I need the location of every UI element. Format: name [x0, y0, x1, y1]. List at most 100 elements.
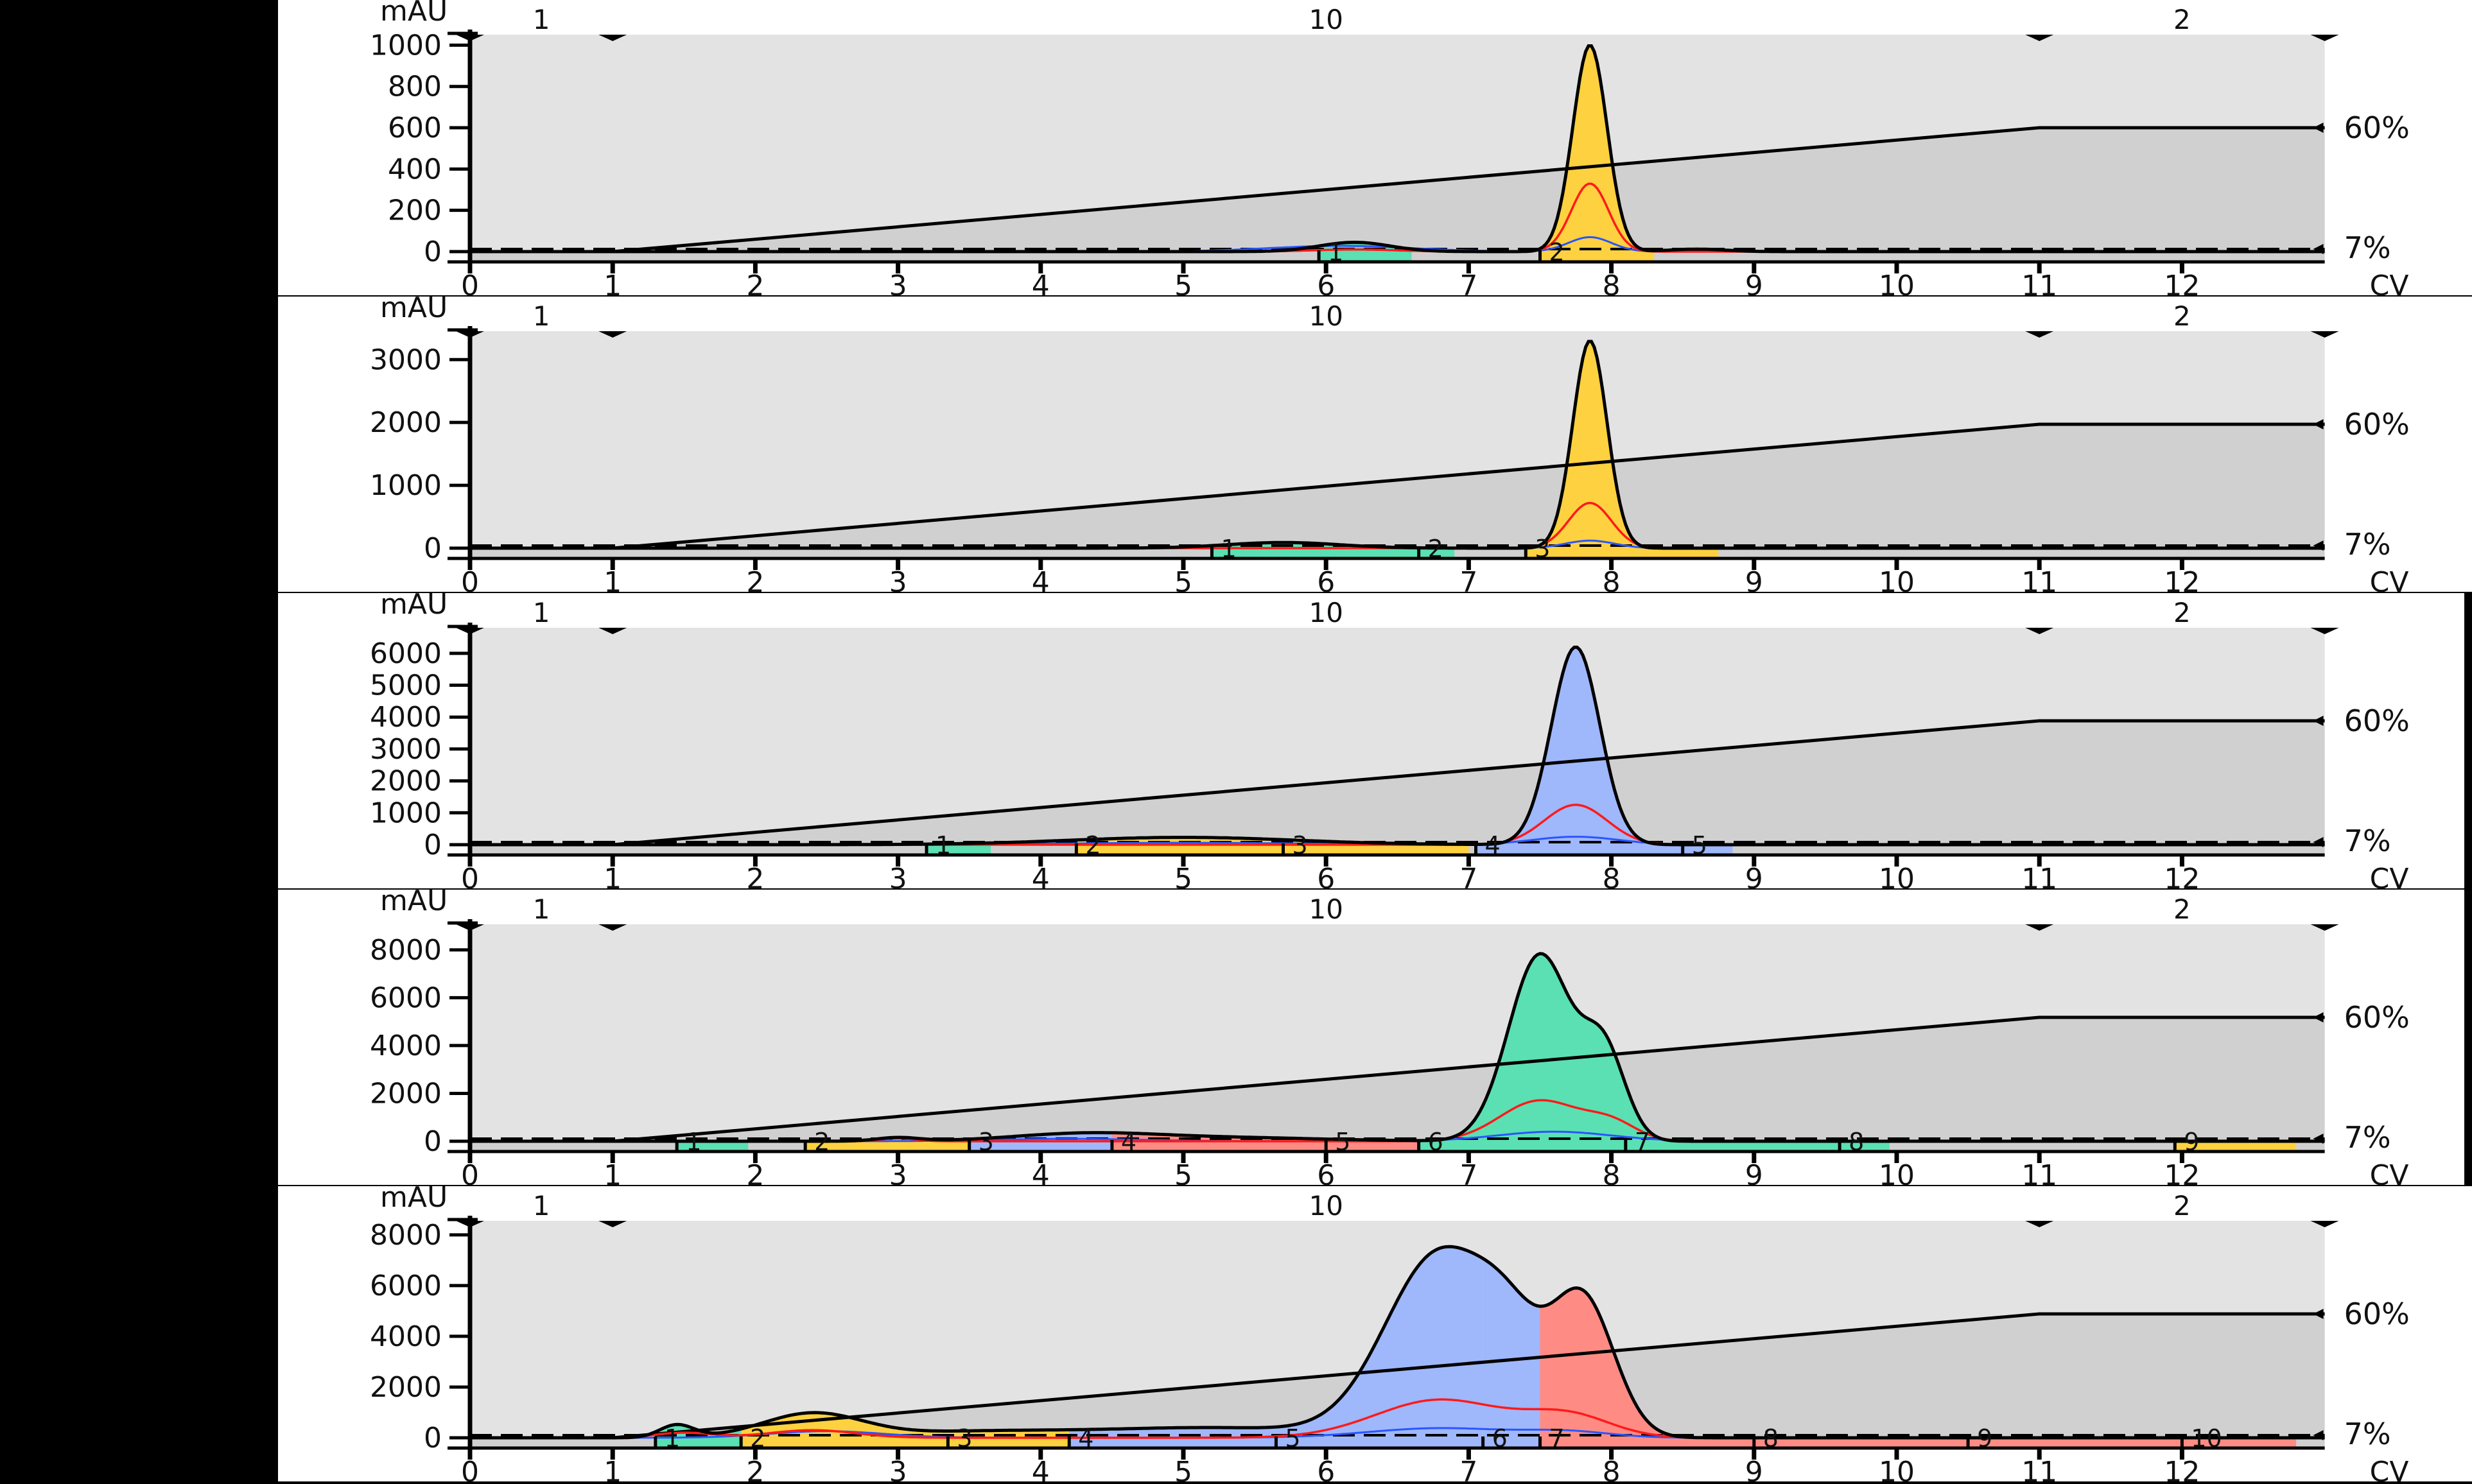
y-tick-label: 2000: [370, 765, 442, 798]
segment-label: 10: [1309, 4, 1343, 35]
fraction-2[interactable]: [1418, 547, 1455, 558]
fraction-2[interactable]: [1540, 250, 1655, 262]
x-tick-label: 8: [1603, 270, 1621, 295]
fraction-4[interactable]: [1475, 843, 1683, 855]
fraction-7[interactable]: [1540, 1437, 1754, 1448]
x-tick-label: 2: [746, 566, 764, 592]
x-tick-label: 9: [1745, 863, 1763, 888]
y-tick-label: 5000: [370, 669, 442, 702]
fraction-1[interactable]: [1212, 547, 1419, 558]
x-tick-label: 1: [604, 863, 622, 888]
fraction-3[interactable]: [969, 1140, 1112, 1152]
segment-marker-icon: [598, 924, 627, 931]
fraction-2[interactable]: [741, 1437, 948, 1448]
fraction-1[interactable]: [1319, 250, 1412, 262]
fraction-3[interactable]: [1283, 843, 1469, 855]
x-tick-label: 3: [889, 566, 907, 592]
uv-trace-1: [470, 340, 2325, 550]
segment-label: 1: [533, 893, 550, 925]
x-axis-unit: CV: [2370, 270, 2409, 295]
fraction-5[interactable]: [1326, 1140, 1419, 1152]
fraction-4[interactable]: [1111, 1140, 1327, 1152]
x-tick-label: 2: [746, 1159, 764, 1185]
fraction-6[interactable]: [1483, 1437, 1540, 1448]
y-tick-label: 1000: [370, 469, 442, 502]
segment-label: 10: [1309, 300, 1343, 332]
segment-label: 1: [533, 4, 550, 35]
segment-marker-icon: [2310, 35, 2339, 41]
x-tick-label: 0: [461, 1456, 479, 1481]
x-tick-label: 10: [1879, 863, 1915, 888]
x-tick-label: 11: [2021, 863, 2057, 888]
segment-label: 2: [2173, 1190, 2191, 1221]
uv-trace-1: [470, 1245, 2325, 1440]
uv-trace-1: [470, 44, 2325, 254]
chromatogram-panel-4: 1 2 3 4 5 6 7 8 9 0 2000 4000 6000 8000 mAU 0 1 2 3 4 5 6 7 8 9 1…: [278, 884, 2464, 1192]
x-tick-label: 9: [1745, 1159, 1763, 1185]
y-tick-label: 600: [388, 112, 442, 144]
x-tick-label: 8: [1603, 1456, 1621, 1481]
x-tick-label: 6: [1317, 566, 1335, 592]
x-tick-label: 5: [1174, 270, 1192, 295]
x-tick-label: 6: [1317, 1159, 1335, 1185]
gradient-area: [470, 1017, 2325, 1152]
x-axis-unit: CV: [2370, 1456, 2409, 1481]
segment-marker-icon: [456, 628, 484, 634]
x-tick-label: 7: [1459, 863, 1477, 888]
x-tick-label: 5: [1174, 1456, 1192, 1481]
x-tick-label: 3: [889, 270, 907, 295]
x-axis-unit: CV: [2370, 863, 2409, 888]
y-tick-label: 2000: [370, 1077, 442, 1110]
x-tick-label: 8: [1603, 1159, 1621, 1185]
y-axis-unit: mAU: [380, 593, 448, 621]
x-tick-label: 3: [889, 1159, 907, 1185]
y-tick-label: 0: [424, 829, 442, 861]
x-tick-label: 11: [2021, 566, 2057, 592]
gradient-high-label: 60%: [2344, 110, 2410, 145]
y-tick-label: 0: [424, 1125, 442, 1158]
fraction-4[interactable]: [1069, 1437, 1276, 1448]
segment-label: 1: [533, 300, 550, 332]
segment-marker-icon: [2025, 331, 2054, 338]
gradient-end-marker: [2313, 419, 2324, 429]
x-tick-label: 3: [889, 1456, 907, 1481]
segment-marker-icon: [456, 331, 484, 338]
fraction-2[interactable]: [805, 1140, 970, 1152]
fraction-2[interactable]: [1076, 843, 1284, 855]
y-tick-label: 8000: [370, 934, 442, 967]
x-axis-unit: CV: [2370, 1159, 2409, 1185]
segment-label: 10: [1309, 893, 1343, 925]
fraction-6[interactable]: [1418, 1140, 1626, 1152]
x-tick-label: 6: [1317, 270, 1335, 295]
x-tick-label: 4: [1032, 863, 1050, 888]
chromatogram-panel-5: 1 2 3 4 5 6 7 8 9 10 0 2000 4000 6000 8000 mAU 0 1 2 3 4 5 6 7 8…: [278, 1181, 2472, 1484]
y-tick-label: 1000: [370, 29, 442, 62]
segment-label: 1: [533, 597, 550, 628]
y-axis-unit: mAU: [380, 1186, 448, 1214]
fraction-1[interactable]: [655, 1437, 742, 1448]
x-tick-label: 2: [746, 270, 764, 295]
x-tick-label: 1: [604, 566, 622, 592]
fraction-3[interactable]: [948, 1437, 1070, 1448]
gradient-high-label: 60%: [2344, 703, 2410, 738]
fraction-1[interactable]: [927, 843, 991, 855]
segment-marker-icon: [598, 35, 627, 41]
y-tick-label: 2000: [370, 1371, 442, 1404]
fraction-5[interactable]: [1276, 1437, 1483, 1448]
x-tick-label: 0: [461, 1159, 479, 1185]
segment-marker-icon: [598, 628, 627, 634]
segment-marker-icon: [2310, 628, 2339, 634]
x-tick-label: 2: [746, 863, 764, 888]
x-tick-label: 1: [604, 270, 622, 295]
gradient-low-label: 7%: [2344, 230, 2391, 265]
y-tick-label: 400: [388, 153, 442, 186]
segment-label: 10: [1309, 1190, 1343, 1221]
gradient-high-label: 60%: [2344, 1000, 2410, 1035]
x-tick-label: 12: [2164, 566, 2200, 592]
y-tick-label: 0: [424, 236, 442, 268]
x-tick-label: 0: [461, 566, 479, 592]
x-tick-label: 7: [1459, 1456, 1477, 1481]
